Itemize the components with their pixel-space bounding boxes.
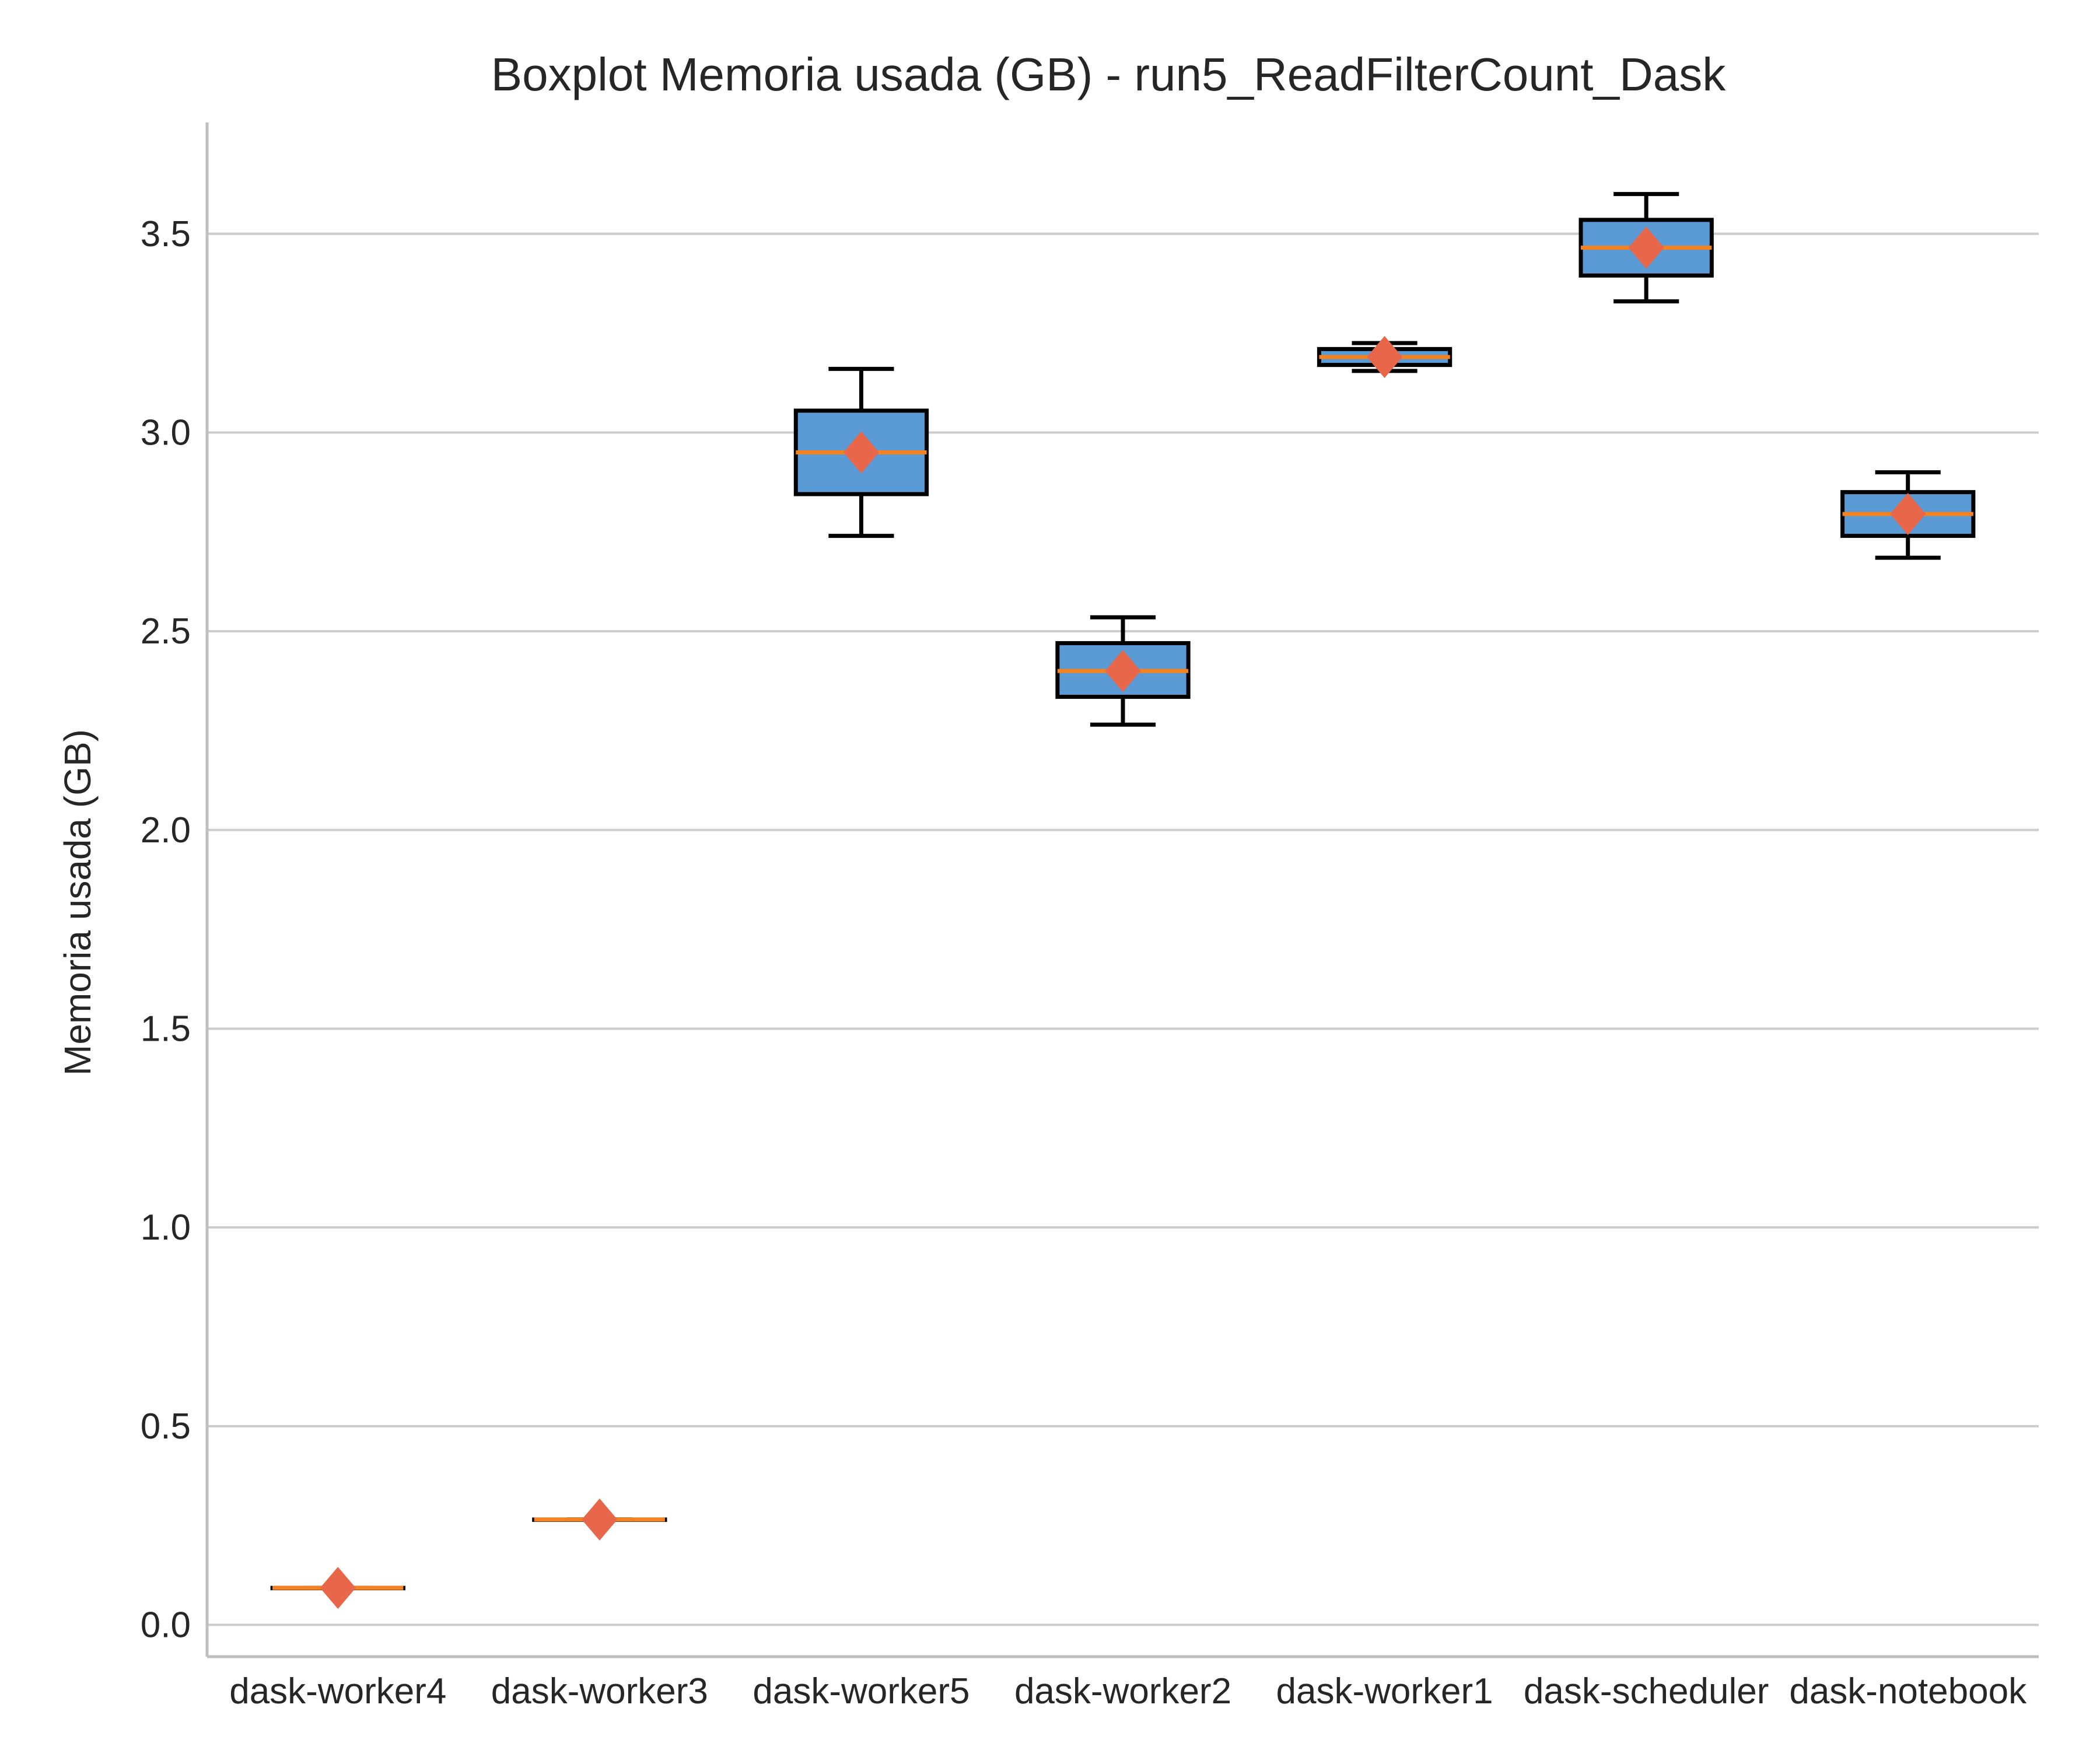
box-dask-scheduler — [1578, 192, 1714, 304]
chart-title: Boxplot Memoria usada (GB) - run5_ReadFi… — [491, 48, 1726, 100]
x-tick-labels: dask-worker4 dask-worker3 dask-worker5 dask… — [229, 1671, 2027, 1712]
y-tick-label: 3.5 — [141, 214, 191, 254]
box-dask-worker2 — [1055, 615, 1191, 727]
y-axis-label: Memoria usada (GB) — [57, 729, 99, 1076]
mean-marker — [582, 1498, 618, 1541]
y-tick-label: 1.0 — [141, 1208, 191, 1248]
x-tick-label: dask-worker2 — [1014, 1671, 1231, 1712]
box-dask-worker1 — [1317, 335, 1452, 378]
x-tick-label: dask-worker4 — [229, 1671, 446, 1712]
mean-marker — [1890, 493, 1926, 536]
mean-marker — [1628, 226, 1664, 269]
box-dask-worker3 — [532, 1498, 667, 1541]
mean-marker — [1366, 335, 1403, 378]
mean-marker — [1105, 650, 1141, 692]
mean-marker — [843, 431, 880, 474]
x-tick-label: dask-scheduler — [1524, 1671, 1769, 1712]
grid-lines — [207, 232, 2039, 1626]
y-tick-label: 3.0 — [141, 412, 191, 453]
y-tick-label: 0.5 — [141, 1406, 191, 1447]
y-tick-label: 0.0 — [141, 1605, 191, 1645]
x-tick-label: dask-worker1 — [1276, 1671, 1493, 1712]
y-tick-label: 2.5 — [141, 611, 191, 652]
axes — [205, 123, 2039, 1658]
mean-marker — [320, 1567, 356, 1609]
box-dask-worker4 — [270, 1567, 405, 1609]
y-tick-label: 2.0 — [141, 810, 191, 850]
box-dask-worker5 — [793, 366, 929, 538]
x-tick-label: dask-notebook — [1789, 1671, 2027, 1712]
x-tick-label: dask-worker5 — [752, 1671, 970, 1712]
boxes — [270, 192, 1976, 1609]
y-tick-label: 1.5 — [141, 1009, 191, 1049]
y-tick-labels: 0.0 0.5 1.0 1.5 2.0 2.5 3.0 3.5 — [141, 214, 191, 1646]
box-dask-notebook — [1840, 470, 1976, 560]
x-tick-label: dask-worker3 — [491, 1671, 708, 1712]
